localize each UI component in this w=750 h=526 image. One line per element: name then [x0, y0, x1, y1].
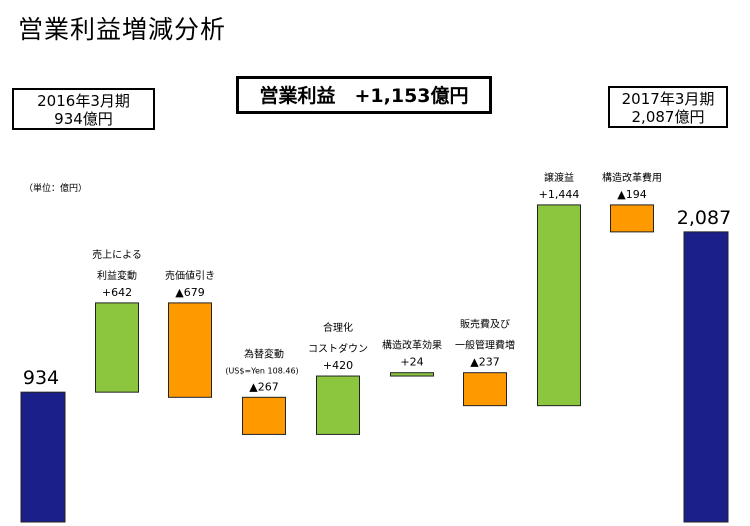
data-label-3: ▲679 [175, 286, 204, 299]
category-label-5-2: コストダウン [308, 342, 368, 355]
category-label-3-1: 売価値引き [165, 269, 215, 282]
data-label-4: ▲267 [249, 380, 278, 393]
data-label-5: +420 [323, 359, 353, 372]
category-note-4: (US$=Yen 108.46) [225, 366, 298, 375]
data-label-7: ▲237 [470, 356, 499, 369]
data-label-8: +1,444 [539, 188, 580, 201]
category-label-5-1: 合理化 [323, 321, 353, 334]
operating-profit-change-box: 営業利益 +1,153億円 [236, 76, 492, 114]
data-label-1: 934 [23, 367, 59, 389]
end-period-label: 2017年3月期 [621, 90, 715, 108]
bar-1 [20, 391, 66, 523]
start-period-label: 2016年3月期 [37, 92, 130, 110]
bar-3 [168, 302, 212, 398]
category-label-9-1: 構造改革費用 [602, 171, 662, 184]
data-label-9: ▲194 [617, 188, 646, 201]
bar-5 [316, 375, 360, 435]
category-label-2-2: 利益変動 [97, 269, 137, 282]
category-label-8-1: 譲渡益 [544, 171, 574, 184]
category-label-7-2: 一般管理費増 [455, 339, 515, 352]
start-period-value: 934億円 [54, 110, 113, 128]
bar-9 [610, 204, 654, 233]
bar-8 [537, 204, 581, 407]
data-label-6: +24 [400, 356, 423, 369]
unit-note: （単位：億円） [24, 184, 88, 194]
category-label-4-1: 為替変動 [244, 347, 284, 360]
start-period-box: 2016年3月期 934億円 [12, 88, 155, 130]
bar-7 [463, 372, 507, 407]
end-period-value: 2,087億円 [631, 108, 705, 126]
bar-6 [390, 372, 434, 377]
category-label-2-1: 売上による [92, 248, 142, 261]
bar-10 [683, 231, 729, 523]
data-label-2: +642 [102, 286, 132, 299]
page-title: 営業利益増減分析 [18, 15, 227, 44]
bar-2 [95, 302, 139, 393]
category-label-6-1: 構造改革効果 [382, 339, 442, 352]
bar-4 [242, 396, 286, 435]
category-label-7-1: 販売費及び [460, 318, 510, 331]
end-period-box: 2017年3月期 2,087億円 [608, 86, 728, 128]
data-label-10: 2,087 [677, 207, 731, 229]
